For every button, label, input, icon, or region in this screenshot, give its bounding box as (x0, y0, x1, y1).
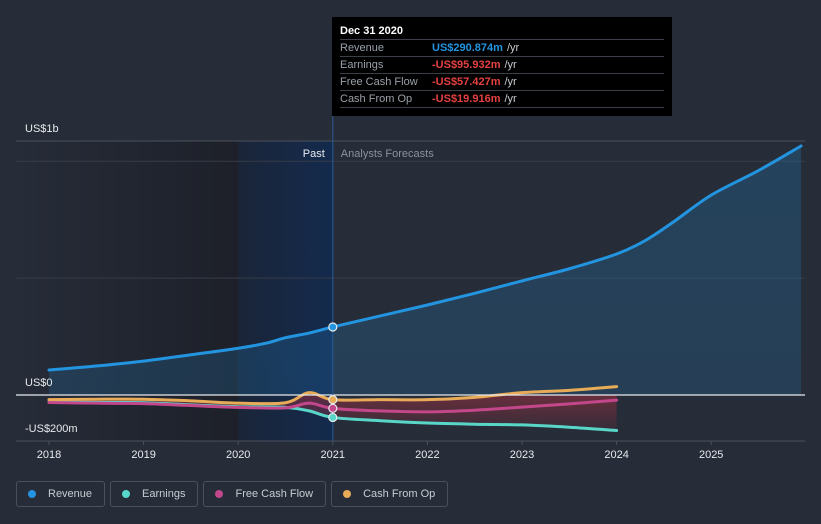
legend: Revenue Earnings Free Cash Flow Cash Fro… (16, 481, 449, 507)
series-lines (16, 144, 805, 433)
x-tick-label: 2023 (510, 449, 534, 461)
legend-label: Earnings (142, 488, 186, 500)
y-axis-label: US$1b (25, 123, 59, 135)
past-region (16, 141, 239, 441)
series-markers (328, 322, 338, 423)
legend-item-revenue[interactable]: Revenue (16, 481, 106, 507)
x-tick-label: 2025 (699, 449, 723, 461)
legend-item-earnings[interactable]: Earnings (110, 481, 199, 507)
tooltip-value: US$290.874m (432, 42, 503, 54)
legend-label: Free Cash Flow (235, 488, 314, 500)
tooltip-label: Cash From Op (340, 93, 413, 105)
marker-cash-from-op (328, 395, 338, 405)
legend-label: Cash From Op (363, 488, 436, 500)
tooltip-label: Free Cash Flow (340, 76, 418, 88)
forecast-label: Analysts Forecasts (341, 148, 434, 160)
legend-dot-icon (343, 490, 352, 498)
legend-item-cash-from-op[interactable]: Cash From Op (331, 481, 449, 507)
legend-dot-icon (122, 490, 131, 498)
marker-earnings (328, 412, 338, 423)
tooltip-row-cash-from-op: Cash From Op -US$19.916m /yr (340, 91, 664, 108)
x-tick-label: 2018 (37, 449, 61, 461)
x-tick-label: 2020 (226, 449, 250, 461)
tooltip-row-revenue: Revenue US$290.874m /yr (340, 40, 664, 57)
past-label: Past (303, 148, 325, 160)
legend-item-free-cash-flow[interactable]: Free Cash Flow (203, 481, 327, 507)
y-axis-label: -US$200m (25, 423, 78, 435)
tooltip-unit: /yr (504, 59, 517, 71)
legend-dot-icon (28, 490, 36, 498)
tooltip: Dec 31 2020 Revenue US$290.874m /yr Earn… (332, 17, 672, 116)
x-tick-label: 2024 (604, 449, 628, 461)
x-tick-label: 2022 (415, 449, 439, 461)
series-line-revenue (47, 144, 803, 372)
tooltip-row-earnings: Earnings -US$95.932m /yr (340, 57, 664, 74)
legend-dot-icon (215, 490, 224, 498)
revenue-area (49, 146, 802, 395)
series-line-free-cash-flow (47, 398, 619, 414)
y-axis-labels: US$1b US$0 -US$200m (25, 123, 78, 435)
tooltip-row-free-cash-flow: Free Cash Flow -US$57.427m /yr (340, 74, 664, 91)
tooltip-label: Earnings (340, 59, 384, 71)
tooltip-value: -US$57.427m (432, 76, 501, 88)
tooltip-unit: /yr (506, 42, 520, 54)
y-axis-label: US$0 (25, 377, 53, 389)
tooltip-value: -US$19.916m (432, 93, 501, 105)
marker-free-cash-flow (328, 403, 338, 413)
tooltip-label: Revenue (340, 42, 385, 54)
tooltip-date: Dec 31 2020 (340, 23, 664, 40)
tooltip-unit: /yr (504, 93, 517, 105)
legend-label: Revenue (48, 488, 93, 500)
tooltip-value: -US$95.932m (432, 59, 501, 71)
x-tick-label: 2021 (321, 449, 345, 461)
tooltip-unit: /yr (504, 76, 517, 88)
x-axis: 2018 2019 2020 2021 2022 2023 2024 2025 (16, 440, 805, 461)
x-tick-label: 2019 (131, 449, 155, 461)
marker-revenue (328, 322, 338, 332)
